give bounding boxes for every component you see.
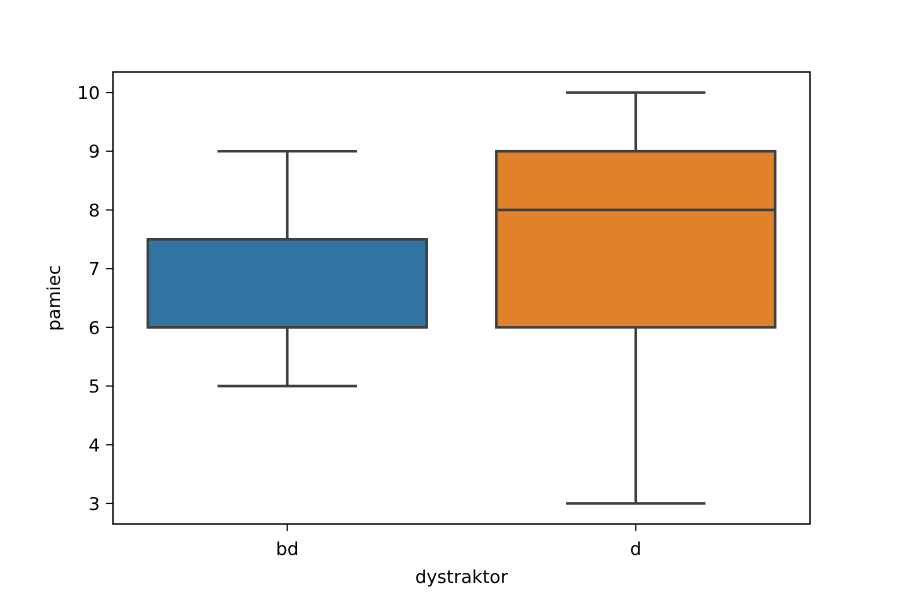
y-ticks: 3 4 5 6 7 8 9 10 [77, 83, 113, 515]
y-tick-label-4: 4 [89, 435, 100, 456]
box-group-d [495, 91, 777, 505]
y-axis-label: pamiec [44, 265, 65, 331]
plot-frame [112, 71, 811, 525]
x-tick-label-bd: bd [276, 539, 299, 560]
y-tick-label-7: 7 [89, 259, 100, 280]
y-tick-label-6: 6 [89, 318, 100, 339]
boxes-layer [146, 91, 777, 505]
y-tick-label-9: 9 [89, 142, 100, 163]
box-group-bd [146, 149, 428, 388]
box-bd [146, 237, 428, 329]
x-axis-label: dystraktor [415, 567, 508, 588]
y-tick-label-10: 10 [77, 83, 100, 104]
x-tick-label-d: d [630, 539, 641, 560]
y-tick-label-8: 8 [89, 200, 100, 221]
box-d [495, 149, 777, 329]
y-tick-label-3: 3 [89, 494, 100, 515]
x-ticks: bd d [276, 524, 641, 560]
y-tick-label-5: 5 [89, 377, 100, 398]
